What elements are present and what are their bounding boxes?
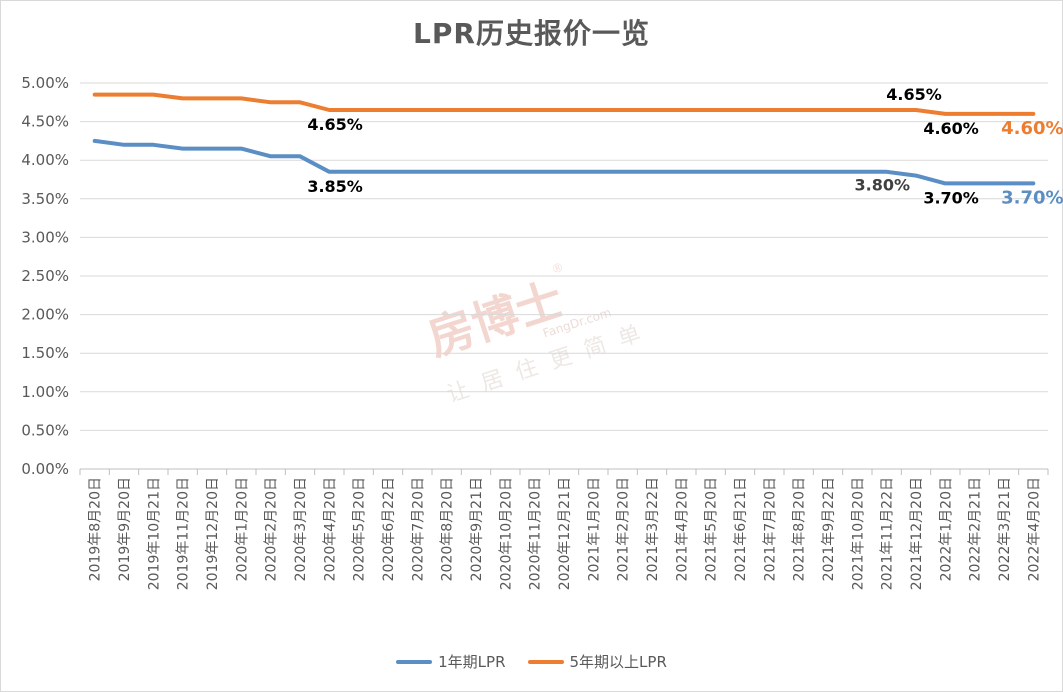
data-label: 4.60% <box>1001 118 1063 139</box>
x-tick-label: 2021年9月22日 <box>821 477 837 581</box>
series-line-5y <box>92 92 1036 116</box>
data-label: 4.65% <box>886 85 942 104</box>
y-tick-label: 2.50% <box>21 267 69 285</box>
data-label: 3.80% <box>854 176 910 195</box>
legend: 1年期LPR 5年期以上LPR <box>0 651 1063 672</box>
y-tick-label: 4.00% <box>21 151 69 169</box>
x-tick-label: 2020年8月20日 <box>440 477 456 581</box>
y-tick-label: 2.00% <box>21 306 69 324</box>
x-tick-label: 2021年5月20日 <box>704 477 720 581</box>
x-tick-label: 2020年5月20日 <box>352 477 368 581</box>
legend-label-1y: 1年期LPR <box>438 653 506 671</box>
x-tick-label: 2021年8月20日 <box>792 477 808 581</box>
x-tick-label: 2022年1月20日 <box>938 477 954 581</box>
data-label: 3.70% <box>1001 187 1063 208</box>
x-tick-label: 2020年6月22日 <box>381 477 397 581</box>
y-tick-label: 0.50% <box>21 421 69 439</box>
x-tick-label: 2020年1月20日 <box>234 477 250 581</box>
legend-swatch-5y <box>527 659 564 664</box>
x-tick-label: 2021年6月21日 <box>733 477 749 581</box>
x-tick-label: 2019年8月20日 <box>88 477 104 581</box>
x-tick-label: 2022年3月21日 <box>997 477 1013 581</box>
x-tick-label: 2019年9月20日 <box>117 477 133 581</box>
x-tick-label: 2021年2月20日 <box>616 477 632 581</box>
y-tick-label: 3.00% <box>21 228 69 246</box>
x-tick-label: 2020年7月20日 <box>410 477 426 581</box>
x-tick-label: 2021年11月22日 <box>880 477 896 590</box>
x-tick-label: 2020年10月20日 <box>498 477 514 590</box>
y-tick-label: 3.50% <box>21 190 69 208</box>
x-tick-label: 2021年10月20日 <box>850 477 866 590</box>
y-tick-label: 5.00% <box>21 74 69 92</box>
legend-item-5y: 5年期以上LPR <box>527 651 667 672</box>
x-tick-label: 2020年11月20日 <box>528 477 544 590</box>
x-tick-label: 2021年1月20日 <box>586 477 602 581</box>
x-tick-label: 2019年12月20日 <box>205 477 221 590</box>
data-label: 4.60% <box>923 119 979 138</box>
x-tick-label: 2021年3月22日 <box>645 477 661 581</box>
legend-swatch-1y <box>396 659 433 664</box>
y-tick-label: 1.50% <box>21 344 69 362</box>
x-tick-label: 2020年3月20日 <box>293 477 309 581</box>
x-tick-label: 2021年7月20日 <box>762 477 778 581</box>
x-tick-label: 2022年2月21日 <box>968 477 984 581</box>
y-tick-label: 0.00% <box>21 460 69 478</box>
data-label: 4.65% <box>307 115 363 134</box>
legend-label-5y: 5年期以上LPR <box>569 653 667 671</box>
x-tick-label: 2021年4月20日 <box>674 477 690 581</box>
x-tick-label: 2020年2月20日 <box>264 477 280 581</box>
x-tick-label: 2020年4月20日 <box>322 477 338 581</box>
x-tick-label: 2019年10月21日 <box>146 477 162 590</box>
x-tick-label: 2021年12月20日 <box>909 477 925 590</box>
y-tick-label: 4.50% <box>21 113 69 131</box>
x-tick-label: 2019年11月20日 <box>176 477 192 590</box>
data-label: 3.85% <box>307 177 363 196</box>
chart-title: LPR历史报价一览 <box>413 17 650 50</box>
x-tick-label: 2022年4月20日 <box>1026 477 1042 581</box>
x-tick-label: 2020年9月21日 <box>469 477 485 581</box>
legend-item-1y: 1年期LPR <box>396 651 506 672</box>
y-tick-label: 1.00% <box>21 383 69 401</box>
series-line-1y <box>92 138 1036 186</box>
data-label: 3.70% <box>923 188 979 207</box>
x-tick-label: 2020年12月21日 <box>557 477 573 590</box>
